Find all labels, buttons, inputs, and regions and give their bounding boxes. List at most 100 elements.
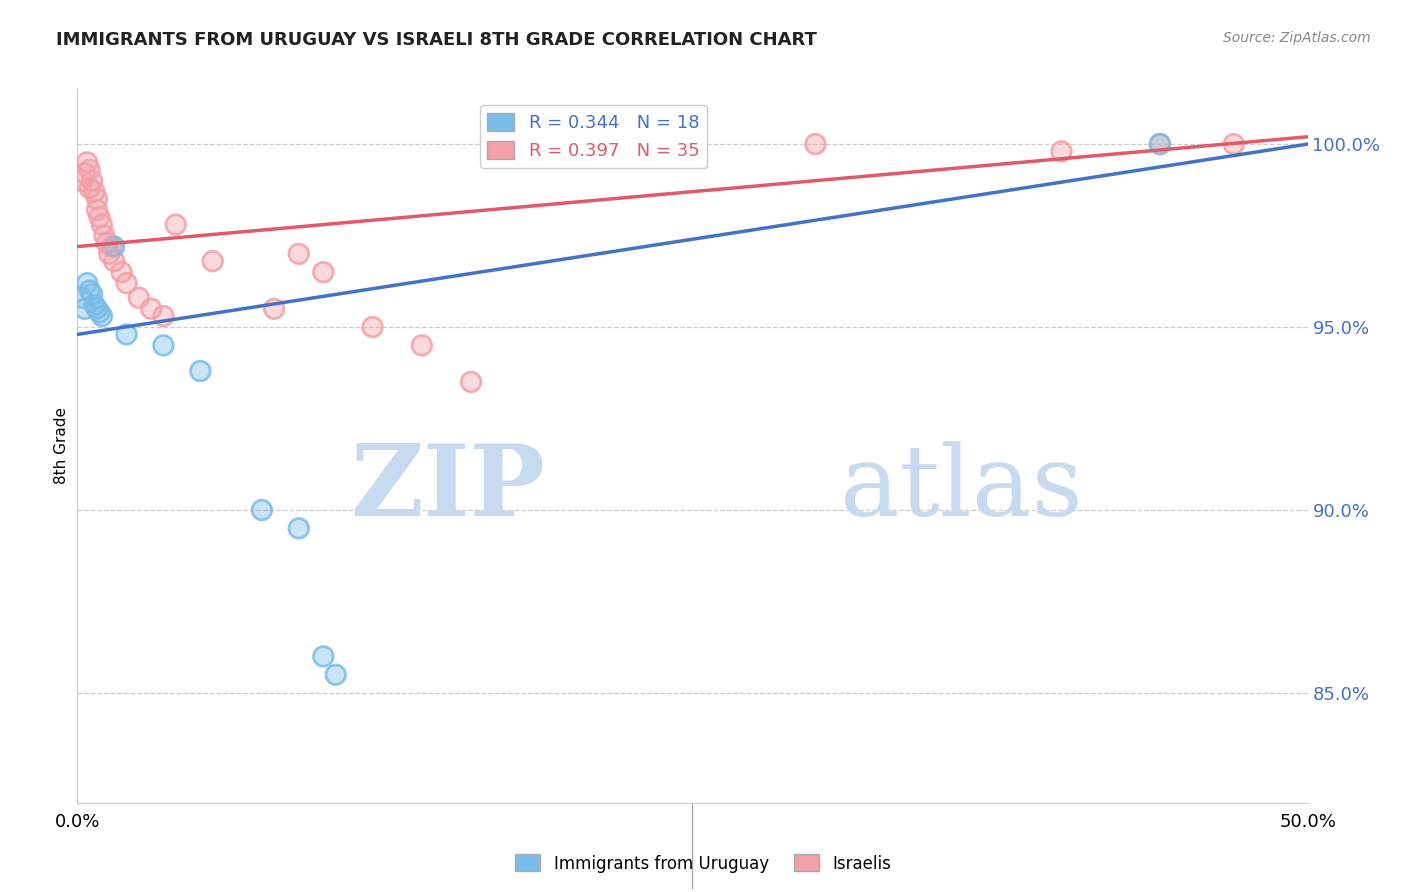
Point	[70, 174, 93, 188]
Point	[1149, 137, 1171, 152]
Point	[98, 247, 121, 261]
Point	[101, 239, 124, 253]
Point	[111, 265, 134, 279]
Point	[201, 254, 224, 268]
Point	[103, 239, 125, 253]
Point	[288, 247, 311, 261]
Point	[263, 301, 285, 316]
Point	[76, 155, 98, 169]
Text: IMMIGRANTS FROM URUGUAY VS ISRAELI 8TH GRADE CORRELATION CHART: IMMIGRANTS FROM URUGUAY VS ISRAELI 8TH G…	[56, 31, 817, 49]
Point	[70, 291, 93, 305]
Point	[804, 137, 827, 152]
Point	[79, 181, 101, 195]
Point	[460, 375, 482, 389]
Point	[82, 287, 104, 301]
Point	[152, 309, 174, 323]
Point	[128, 291, 150, 305]
Point	[79, 181, 101, 195]
Point	[1149, 137, 1171, 152]
Point	[79, 284, 101, 298]
Point	[86, 202, 108, 217]
Point	[76, 155, 98, 169]
Point	[70, 291, 93, 305]
Point	[1149, 137, 1171, 152]
Point	[82, 287, 104, 301]
Point	[101, 239, 124, 253]
Point	[79, 284, 101, 298]
Point	[73, 166, 96, 180]
Point	[165, 218, 187, 232]
Point	[103, 239, 125, 253]
Point	[83, 185, 105, 199]
Point	[111, 265, 134, 279]
Point	[312, 649, 335, 664]
Point	[96, 235, 118, 250]
Point	[86, 192, 108, 206]
Legend: Immigrants from Uruguay, Israelis: Immigrants from Uruguay, Israelis	[509, 847, 897, 880]
Point	[76, 276, 98, 290]
Point	[89, 211, 111, 225]
Point	[79, 162, 101, 177]
Point	[98, 247, 121, 261]
Point	[288, 247, 311, 261]
Point	[509, 129, 531, 144]
Point	[460, 375, 482, 389]
Point	[325, 667, 347, 681]
Point	[250, 503, 273, 517]
Point	[89, 305, 111, 319]
Point	[96, 235, 118, 250]
Point	[607, 137, 630, 152]
Point	[1223, 137, 1246, 152]
Point	[190, 364, 212, 378]
Point	[86, 192, 108, 206]
Point	[361, 320, 384, 334]
Point	[325, 667, 347, 681]
Point	[411, 338, 433, 352]
Point	[115, 276, 138, 290]
Point	[70, 174, 93, 188]
Text: ZIP: ZIP	[350, 441, 546, 537]
Point	[190, 364, 212, 378]
Point	[115, 327, 138, 342]
Point	[1050, 145, 1073, 159]
Point	[152, 338, 174, 352]
Point	[115, 327, 138, 342]
Point	[93, 228, 115, 243]
Text: Source: ZipAtlas.com: Source: ZipAtlas.com	[1223, 31, 1371, 45]
Point	[288, 521, 311, 535]
Point	[90, 309, 114, 323]
Point	[152, 309, 174, 323]
Point	[1050, 145, 1073, 159]
Point	[103, 254, 125, 268]
Text: atlas: atlas	[841, 441, 1083, 537]
Point	[83, 298, 105, 312]
Point	[86, 202, 108, 217]
Point	[103, 254, 125, 268]
Point	[82, 174, 104, 188]
Point	[86, 301, 108, 316]
Point	[201, 254, 224, 268]
Point	[73, 301, 96, 316]
Point	[1149, 137, 1171, 152]
Point	[141, 301, 163, 316]
Point	[152, 338, 174, 352]
Point	[79, 162, 101, 177]
Point	[89, 305, 111, 319]
Point	[115, 276, 138, 290]
Point	[90, 218, 114, 232]
Point	[128, 291, 150, 305]
Point	[312, 649, 335, 664]
Point	[312, 265, 335, 279]
Point	[250, 503, 273, 517]
Point	[90, 309, 114, 323]
Point	[82, 174, 104, 188]
Point	[607, 137, 630, 152]
Point	[804, 137, 827, 152]
Point	[89, 211, 111, 225]
Point	[73, 301, 96, 316]
Point	[141, 301, 163, 316]
Point	[1223, 137, 1246, 152]
Point	[90, 218, 114, 232]
Point	[73, 166, 96, 180]
Point	[83, 185, 105, 199]
